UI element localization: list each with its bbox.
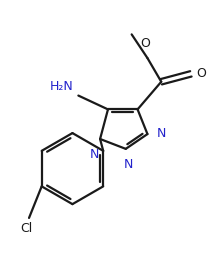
Text: O: O — [196, 67, 206, 80]
Text: N: N — [89, 148, 99, 161]
Text: H₂N: H₂N — [50, 79, 73, 93]
Text: N: N — [156, 127, 166, 140]
Text: N: N — [124, 158, 133, 171]
Text: Cl: Cl — [20, 222, 32, 235]
Text: O: O — [141, 37, 150, 50]
